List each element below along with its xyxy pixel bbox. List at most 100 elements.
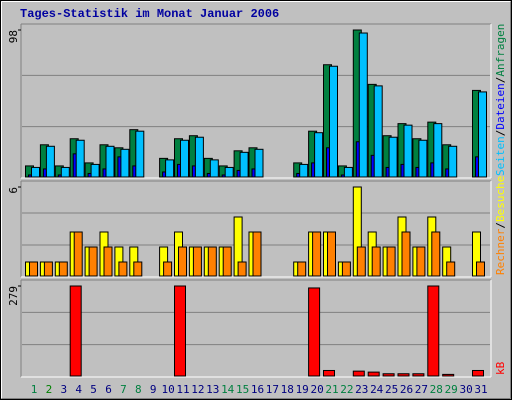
bar (403, 124, 413, 178)
bar (388, 136, 398, 178)
bar (163, 261, 173, 277)
bar (252, 231, 262, 277)
bar (90, 163, 100, 178)
bar (43, 261, 53, 277)
bar (222, 246, 232, 277)
bar (133, 261, 143, 277)
y-tick-label: 6 (7, 187, 20, 194)
bar (194, 136, 204, 178)
bar (367, 371, 380, 377)
bar (343, 166, 353, 178)
bar (314, 132, 324, 178)
panel (21, 280, 491, 377)
bar (299, 163, 309, 178)
legend-separator: / (494, 77, 507, 84)
legend-separator: / (494, 130, 507, 137)
bar (174, 285, 186, 377)
x-tick-label: 28 (430, 383, 443, 396)
x-tick-label: 26 (400, 383, 413, 396)
legend-separator: / (494, 222, 507, 229)
bar (45, 145, 55, 178)
bar (69, 285, 82, 377)
bar (31, 166, 40, 178)
y-tick-label: 98 (7, 30, 20, 43)
bar (401, 231, 411, 277)
y-tick-label: 279 (7, 286, 20, 306)
bar (88, 246, 98, 277)
bar (386, 246, 396, 277)
x-tick-label: 12 (191, 383, 204, 396)
bar (427, 285, 440, 377)
bar (442, 373, 455, 377)
bar (476, 261, 485, 277)
x-tick-label: 22 (340, 383, 353, 396)
bar (352, 370, 365, 377)
legend-entry: Seiten (494, 136, 507, 176)
x-tick-label: 23 (355, 383, 368, 396)
x-tick-label: 29 (445, 383, 458, 396)
x-tick-label: 20 (310, 383, 323, 396)
x-tick-label: 5 (90, 383, 97, 396)
bar (431, 231, 441, 277)
bar (60, 166, 70, 178)
bar (416, 246, 426, 277)
bar (180, 139, 189, 178)
x-tick-label: 8 (135, 383, 142, 396)
x-tick-label: 11 (176, 383, 189, 396)
x-tick-label: 27 (415, 383, 428, 396)
x-tick-label: 30 (459, 383, 472, 396)
bar (448, 145, 458, 178)
bar (209, 159, 219, 178)
legend: kB (494, 361, 507, 375)
bar (329, 65, 338, 178)
x-tick-label: 31 (474, 383, 487, 396)
bar (433, 123, 443, 178)
legend-entry: Besuche (494, 176, 507, 222)
bar (239, 151, 249, 178)
legend-entry: Anfragen (494, 24, 507, 77)
x-tick-label: 24 (370, 383, 384, 396)
x-tick-label: 7 (120, 383, 127, 396)
bar (412, 373, 425, 377)
bar (297, 261, 307, 277)
x-tick-label: 3 (60, 383, 67, 396)
x-tick-label: 21 (325, 383, 338, 396)
x-tick-label: 10 (161, 383, 174, 396)
bar (237, 261, 247, 277)
bar (472, 369, 484, 377)
bar (341, 261, 351, 277)
bar (178, 246, 187, 277)
x-tick-label: 17 (266, 383, 279, 396)
legend-entry: kB (494, 361, 507, 375)
bar (418, 139, 428, 178)
legend: Rechner/Besuche (494, 176, 507, 275)
bar (224, 166, 234, 178)
x-tick-label: 13 (206, 383, 219, 396)
bar (356, 246, 366, 277)
bar (254, 148, 264, 178)
legend-entry: Rechner (494, 228, 507, 275)
x-tick-label: 4 (75, 383, 82, 396)
bar (382, 373, 395, 377)
bar (371, 246, 381, 277)
chart-title: Tages-Statistik im Monat Januar 2006 (20, 7, 279, 21)
x-tick-label: 19 (296, 383, 309, 396)
bar (446, 261, 456, 277)
x-tick-label: 14 (221, 383, 235, 396)
bar (478, 91, 487, 178)
bar (75, 139, 85, 178)
x-tick-label: 25 (385, 383, 398, 396)
bar (165, 159, 175, 178)
x-tick-label: 2 (46, 383, 53, 396)
bar (73, 231, 83, 277)
bar (58, 261, 68, 277)
legend-entry: Dateien (494, 83, 507, 129)
x-tick-label: 6 (105, 383, 112, 396)
x-tick-label: 15 (236, 383, 249, 396)
bar (327, 231, 336, 277)
bar (323, 369, 335, 377)
bar (373, 85, 383, 178)
x-tick-label: 9 (150, 383, 157, 396)
bar (192, 246, 202, 277)
bar (308, 287, 321, 377)
